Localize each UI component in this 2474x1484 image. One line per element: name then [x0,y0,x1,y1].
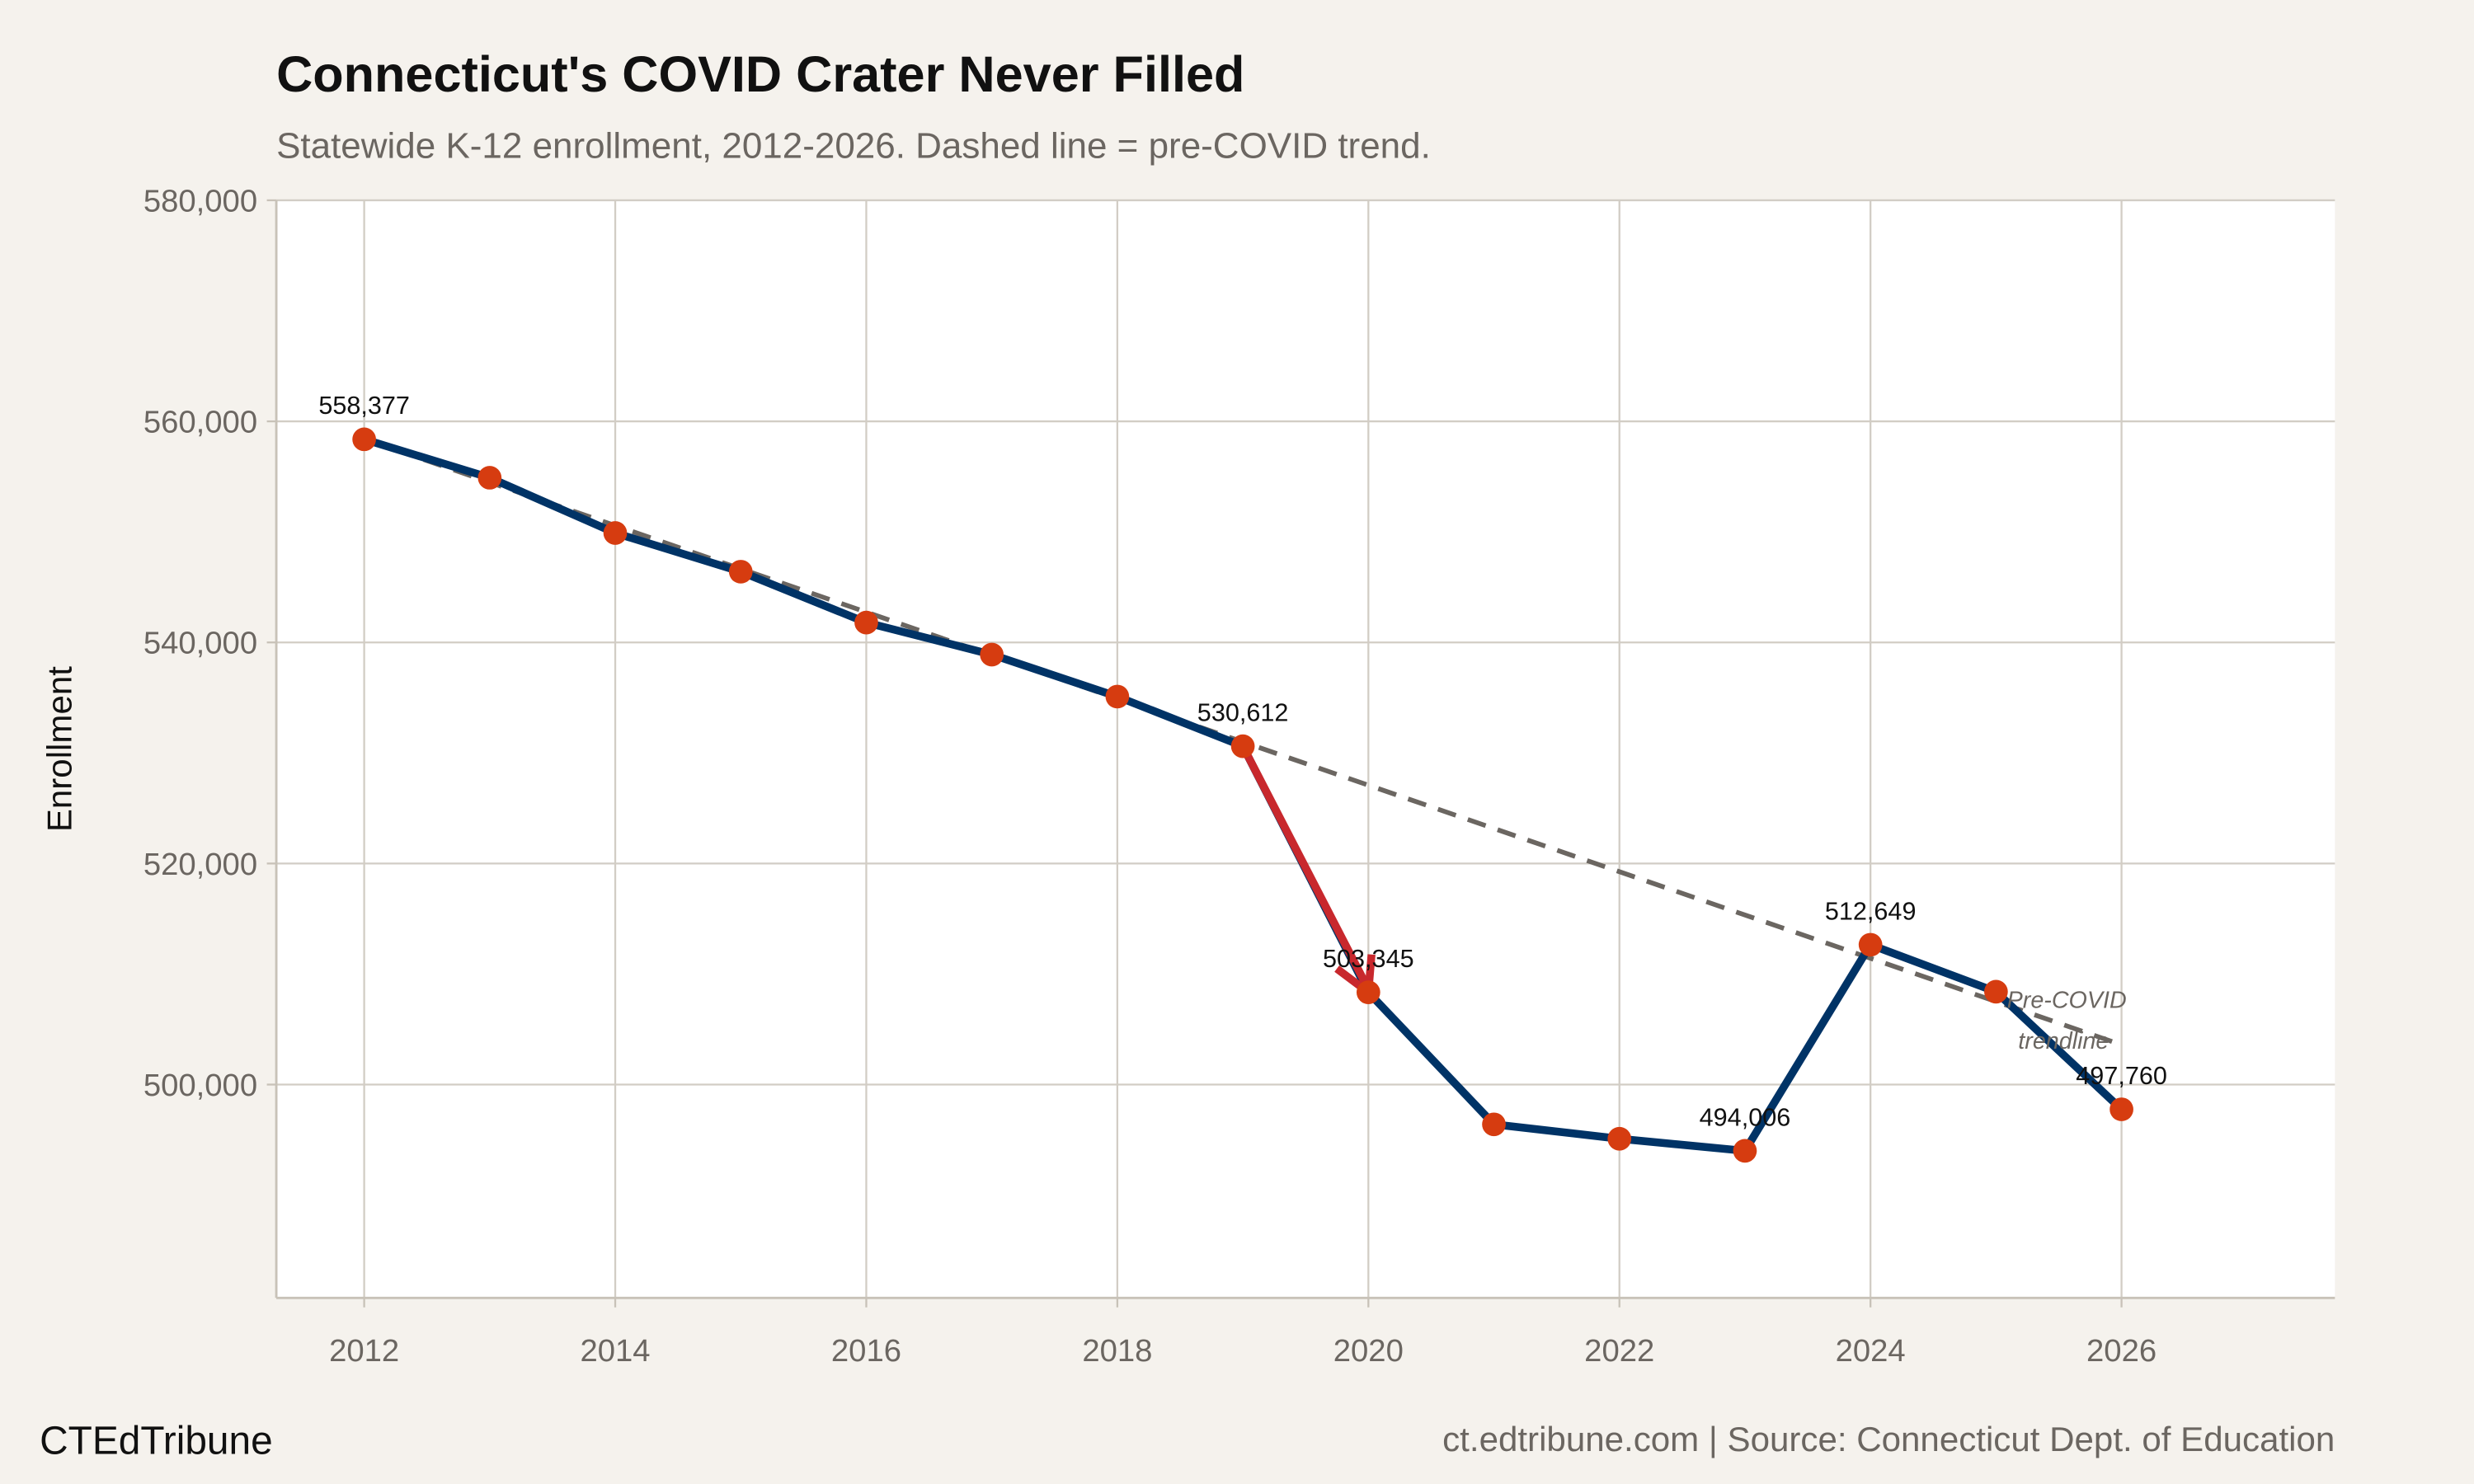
data-point [2109,1097,2133,1121]
covid-drop-arrow [1239,744,1372,992]
data-label: 530,612 [1197,698,1289,726]
x-tick-label: 2024 [1836,1333,1906,1369]
data-label: 494,006 [1700,1103,1791,1131]
data-point [980,642,1004,667]
y-tick-label: 520,000 [143,847,257,882]
data-label: 497,760 [2076,1062,2167,1090]
data-point [1984,979,2008,1004]
data-point [854,610,878,635]
data-point [1356,980,1380,1004]
y-axis-label: Enrollment [40,666,78,832]
x-tick-label: 2016 [831,1333,901,1369]
x-tick-label: 2026 [2086,1333,2157,1369]
y-tick-label: 560,000 [143,404,257,439]
data-point [1733,1139,1757,1163]
data-point [603,521,628,545]
trendline-label: Pre-COVID [2007,987,2127,1013]
data-label: 512,649 [1825,897,1917,925]
x-tick-label: 2020 [1333,1333,1404,1369]
data-point [728,560,753,584]
data-point [1482,1112,1506,1137]
y-tick-label: 500,000 [143,1068,257,1103]
data-point [477,466,502,490]
footer-brand: CTEdTribune [40,1420,273,1463]
plot-area [276,200,2335,1298]
x-tick-label: 2012 [329,1333,399,1369]
x-tick-label: 2018 [1082,1333,1152,1369]
y-tick-label: 540,000 [143,626,257,661]
data-point [1607,1126,1632,1151]
data-point [1858,932,1883,957]
data-point [1230,734,1255,758]
data-point [352,427,376,452]
x-tick-label: 2022 [1584,1333,1654,1369]
data-point [1105,684,1130,709]
x-tick-label: 2014 [580,1333,650,1369]
chart-subtitle: Statewide K-12 enrollment, 2012-2026. Da… [276,125,1431,166]
trendline-label: trendline [2018,1028,2109,1054]
data-label: 503,345 [1323,945,1414,973]
footer-source: ct.edtribune.com | Source: Connecticut D… [1442,1420,2335,1458]
y-tick-label: 580,000 [143,183,257,218]
chart-title: Connecticut's COVID Crater Never Filled [276,46,1244,102]
data-label: 558,377 [318,392,410,420]
